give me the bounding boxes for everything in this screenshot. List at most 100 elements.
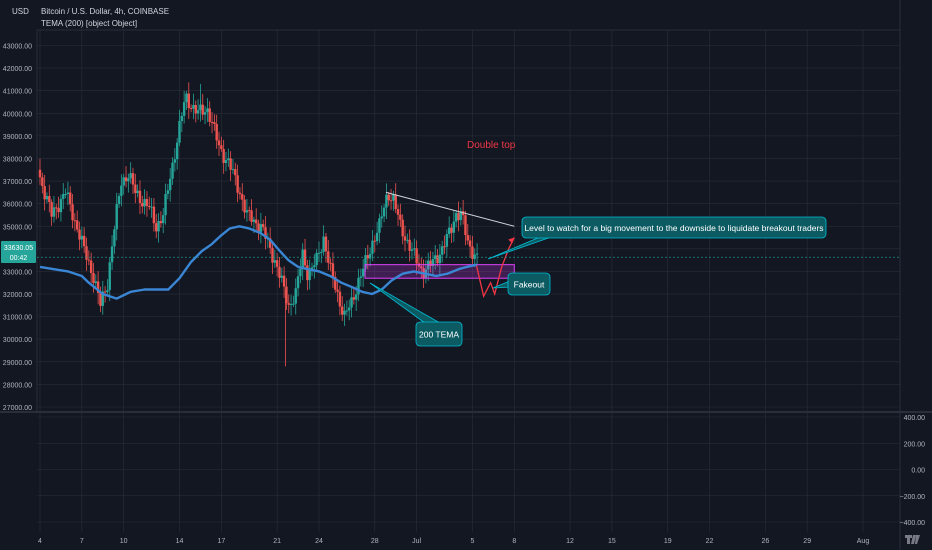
candle-body — [410, 249, 414, 251]
candle-countdown: 00:42 — [10, 255, 28, 262]
projection-arrowhead-icon — [508, 237, 515, 244]
x-tick-label: 26 — [761, 538, 769, 545]
candle-body — [385, 194, 388, 208]
candle-body — [208, 108, 211, 122]
candle-body — [196, 110, 200, 114]
osc-y-tick-label: 0.00 — [911, 468, 925, 475]
candle-body — [420, 266, 423, 269]
candle-body — [441, 246, 444, 255]
y-tick-label: 40000.00 — [3, 111, 32, 118]
candle-body — [201, 104, 204, 115]
candle-body — [162, 215, 165, 224]
y-tick-label: 37000.00 — [3, 179, 32, 186]
candle-body — [464, 215, 467, 236]
candle-body — [475, 253, 479, 255]
candle-body — [59, 198, 63, 213]
candle-body — [380, 216, 383, 219]
level-callout — [521, 216, 827, 239]
candle-body — [248, 210, 251, 212]
y-tick-label: 32000.00 — [3, 292, 32, 299]
x-tick-label: 15 — [608, 538, 616, 545]
candle-body — [236, 175, 239, 193]
candle-body — [443, 246, 446, 248]
candle-body — [252, 219, 256, 222]
candle-body — [338, 291, 342, 307]
candle-body — [213, 122, 216, 125]
candle-body — [145, 199, 149, 207]
candle-body — [62, 194, 65, 199]
candle-body — [317, 252, 321, 254]
candle-body — [38, 169, 42, 178]
candle-body — [450, 227, 453, 233]
candle-body — [255, 219, 258, 224]
candle-body — [348, 307, 351, 311]
candle-body — [85, 246, 88, 260]
resistance-trendline — [385, 191, 515, 227]
candle-body — [343, 310, 346, 315]
candle-body — [96, 281, 100, 293]
candle-body — [406, 239, 409, 241]
candle-body — [113, 229, 116, 247]
candle-body — [268, 238, 272, 248]
x-tick-label: 8 — [512, 538, 516, 545]
candle-body — [227, 158, 230, 160]
candle-body — [69, 192, 72, 205]
candle-body — [280, 275, 283, 278]
candle-body — [257, 223, 260, 233]
candle-body — [87, 259, 91, 261]
candle-body — [222, 149, 225, 164]
osc-y-tick-label: −200.00 — [900, 494, 926, 501]
candle-body — [373, 240, 376, 242]
candle-body — [180, 115, 184, 122]
candle-body — [64, 193, 67, 195]
candle-body — [108, 262, 111, 291]
candle-body — [106, 290, 109, 293]
candle-body — [345, 310, 349, 312]
candle-body — [292, 303, 295, 305]
candle-body — [403, 236, 407, 241]
candle-body — [334, 276, 337, 290]
candle-body — [150, 206, 153, 208]
x-tick-label: Jul — [412, 538, 421, 545]
y-tick-label: 33000.00 — [3, 269, 32, 276]
current-price-value: 33630.05 — [4, 245, 33, 252]
candle-body — [336, 289, 339, 292]
candle-body — [308, 270, 311, 281]
candle-body — [375, 232, 379, 242]
osc-y-tick-label: 200.00 — [904, 441, 926, 448]
candle-body — [231, 169, 235, 171]
candle-body — [136, 190, 139, 194]
candle-body — [301, 249, 304, 269]
candle-body — [287, 303, 290, 305]
candle-body — [341, 306, 344, 315]
x-tick-label: 22 — [706, 538, 714, 545]
candle-body — [324, 236, 328, 252]
candle-body — [382, 207, 386, 217]
symbol-title: Bitcoin / U.S. Dollar, 4h, COINBASE — [41, 7, 170, 16]
candle-body — [457, 212, 460, 221]
y-tick-label: 35000.00 — [3, 224, 32, 231]
candle-body — [229, 158, 232, 170]
candle-body — [452, 221, 456, 233]
x-tick-label: 7 — [80, 538, 84, 545]
x-tick-label: 29 — [803, 538, 811, 545]
y-tick-label: 39000.00 — [3, 134, 32, 141]
candle-body — [141, 202, 144, 207]
x-tick-label: 24 — [315, 538, 323, 545]
candle-body — [289, 303, 293, 305]
candle-body — [178, 121, 181, 143]
candle-body — [175, 142, 179, 160]
tema-callout — [415, 321, 463, 347]
tradingview-logo-icon — [905, 535, 920, 544]
y-tick-label: 27000.00 — [3, 405, 32, 412]
candle-body — [392, 194, 395, 201]
y-tick-label: 36000.00 — [3, 202, 32, 209]
x-tick-label: 14 — [176, 538, 184, 545]
candle-body — [431, 259, 435, 266]
candle-body — [103, 291, 107, 293]
candle-body — [143, 199, 146, 207]
candle-body — [48, 196, 51, 203]
y-tick-label: 42000.00 — [3, 66, 32, 73]
candle-body — [296, 276, 300, 289]
